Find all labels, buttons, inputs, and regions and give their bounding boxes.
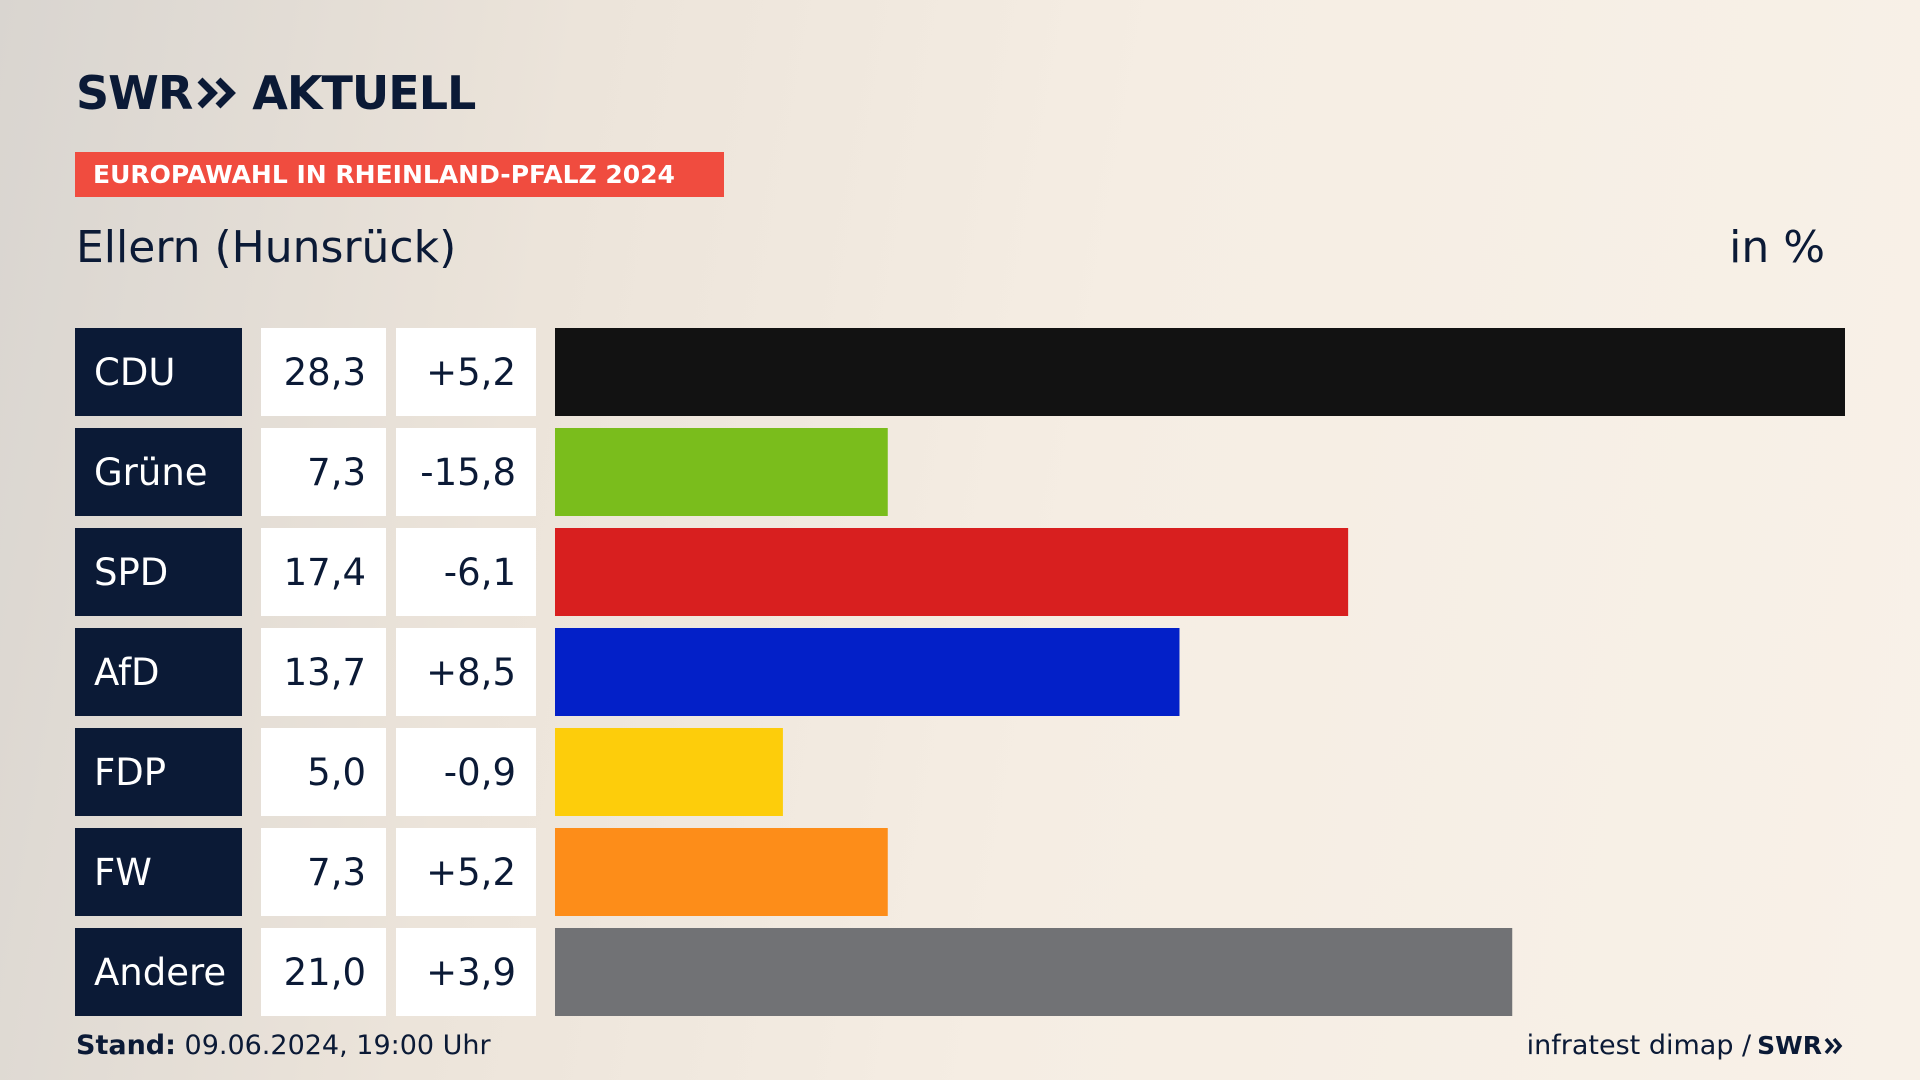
value-box-gr-ne — [261, 428, 386, 516]
party-label-gr-ne: Grüne — [94, 451, 208, 494]
double-chevron-icon — [197, 77, 237, 109]
value-box-afd — [261, 628, 386, 716]
value-label-spd: 17,4 — [284, 551, 366, 594]
small-chevron-icon — [1824, 1037, 1843, 1054]
location-title: Ellern (Hunsrück) — [76, 222, 457, 273]
party-label-fdp: FDP — [94, 751, 166, 794]
change-label-cdu: +5,2 — [426, 351, 516, 394]
value-box-cdu — [261, 328, 386, 416]
change-label-fw: +5,2 — [426, 851, 516, 894]
party-label-box-fw — [75, 828, 242, 916]
change-box-fdp — [396, 728, 536, 816]
value-label-fw: 7,3 — [307, 851, 366, 894]
swr-small-logo: SWR — [1757, 1031, 1844, 1060]
election-banner: EUROPAWAHL IN RHEINLAND-PFALZ 2024 — [75, 152, 724, 197]
party-label-box-gr-ne — [75, 428, 242, 516]
bar-andere — [555, 928, 1513, 1016]
party-label-andere: Andere — [94, 951, 226, 994]
stand-value: 09.06.2024, 19:00 Uhr — [184, 1030, 491, 1061]
party-label-afd: AfD — [94, 651, 160, 694]
value-label-gr-ne: 7,3 — [307, 451, 366, 494]
value-label-andere: 21,0 — [284, 951, 366, 994]
bar-gr-ne — [555, 428, 888, 516]
value-box-andere — [261, 928, 386, 1016]
value-label-fdp: 5,0 — [307, 751, 366, 794]
swr-aktuell-logo: SWR AKTUELL — [76, 66, 476, 120]
change-label-afd: +8,5 — [426, 651, 516, 694]
change-label-gr-ne: -15,8 — [420, 451, 516, 494]
change-label-spd: -6,1 — [444, 551, 516, 594]
timestamp: Stand: 09.06.2024, 19:00 Uhr — [76, 1030, 491, 1061]
party-label-box-spd — [75, 528, 242, 616]
swr-small-logo-text: SWR — [1757, 1031, 1822, 1060]
value-label-afd: 13,7 — [284, 651, 366, 694]
value-box-fdp — [261, 728, 386, 816]
party-label-box-cdu — [75, 328, 242, 416]
logo-aktuell-text: AKTUELL — [252, 66, 476, 120]
change-box-afd — [396, 628, 536, 716]
party-label-spd: SPD — [94, 551, 168, 594]
party-label-box-andere — [75, 928, 242, 1016]
party-label-cdu: CDU — [94, 351, 175, 394]
change-box-fw — [396, 828, 536, 916]
bar-afd — [555, 628, 1180, 716]
bar-fw — [555, 828, 888, 916]
value-label-cdu: 28,3 — [284, 351, 366, 394]
change-label-andere: +3,9 — [426, 951, 516, 994]
logo-swr-text: SWR — [76, 66, 193, 120]
banner-text: EUROPAWAHL IN RHEINLAND-PFALZ 2024 — [93, 160, 675, 189]
bar-spd — [555, 528, 1349, 616]
source-text: infratest dimap / — [1526, 1030, 1752, 1061]
party-label-box-afd — [75, 628, 242, 716]
change-label-fdp: -0,9 — [444, 751, 516, 794]
value-box-spd — [261, 528, 386, 616]
unit-label: in % — [1729, 222, 1825, 273]
change-box-gr-ne — [396, 428, 536, 516]
value-box-fw — [261, 828, 386, 916]
source-credit: infratest dimap / SWR — [1527, 1030, 1844, 1061]
change-box-cdu — [396, 328, 536, 416]
stand-label: Stand: — [76, 1030, 176, 1061]
party-label-box-fdp — [75, 728, 242, 816]
change-box-andere — [396, 928, 536, 1016]
party-label-fw: FW — [94, 851, 152, 894]
bar-fdp — [555, 728, 783, 816]
bar-cdu — [555, 328, 1845, 416]
change-box-spd — [396, 528, 536, 616]
